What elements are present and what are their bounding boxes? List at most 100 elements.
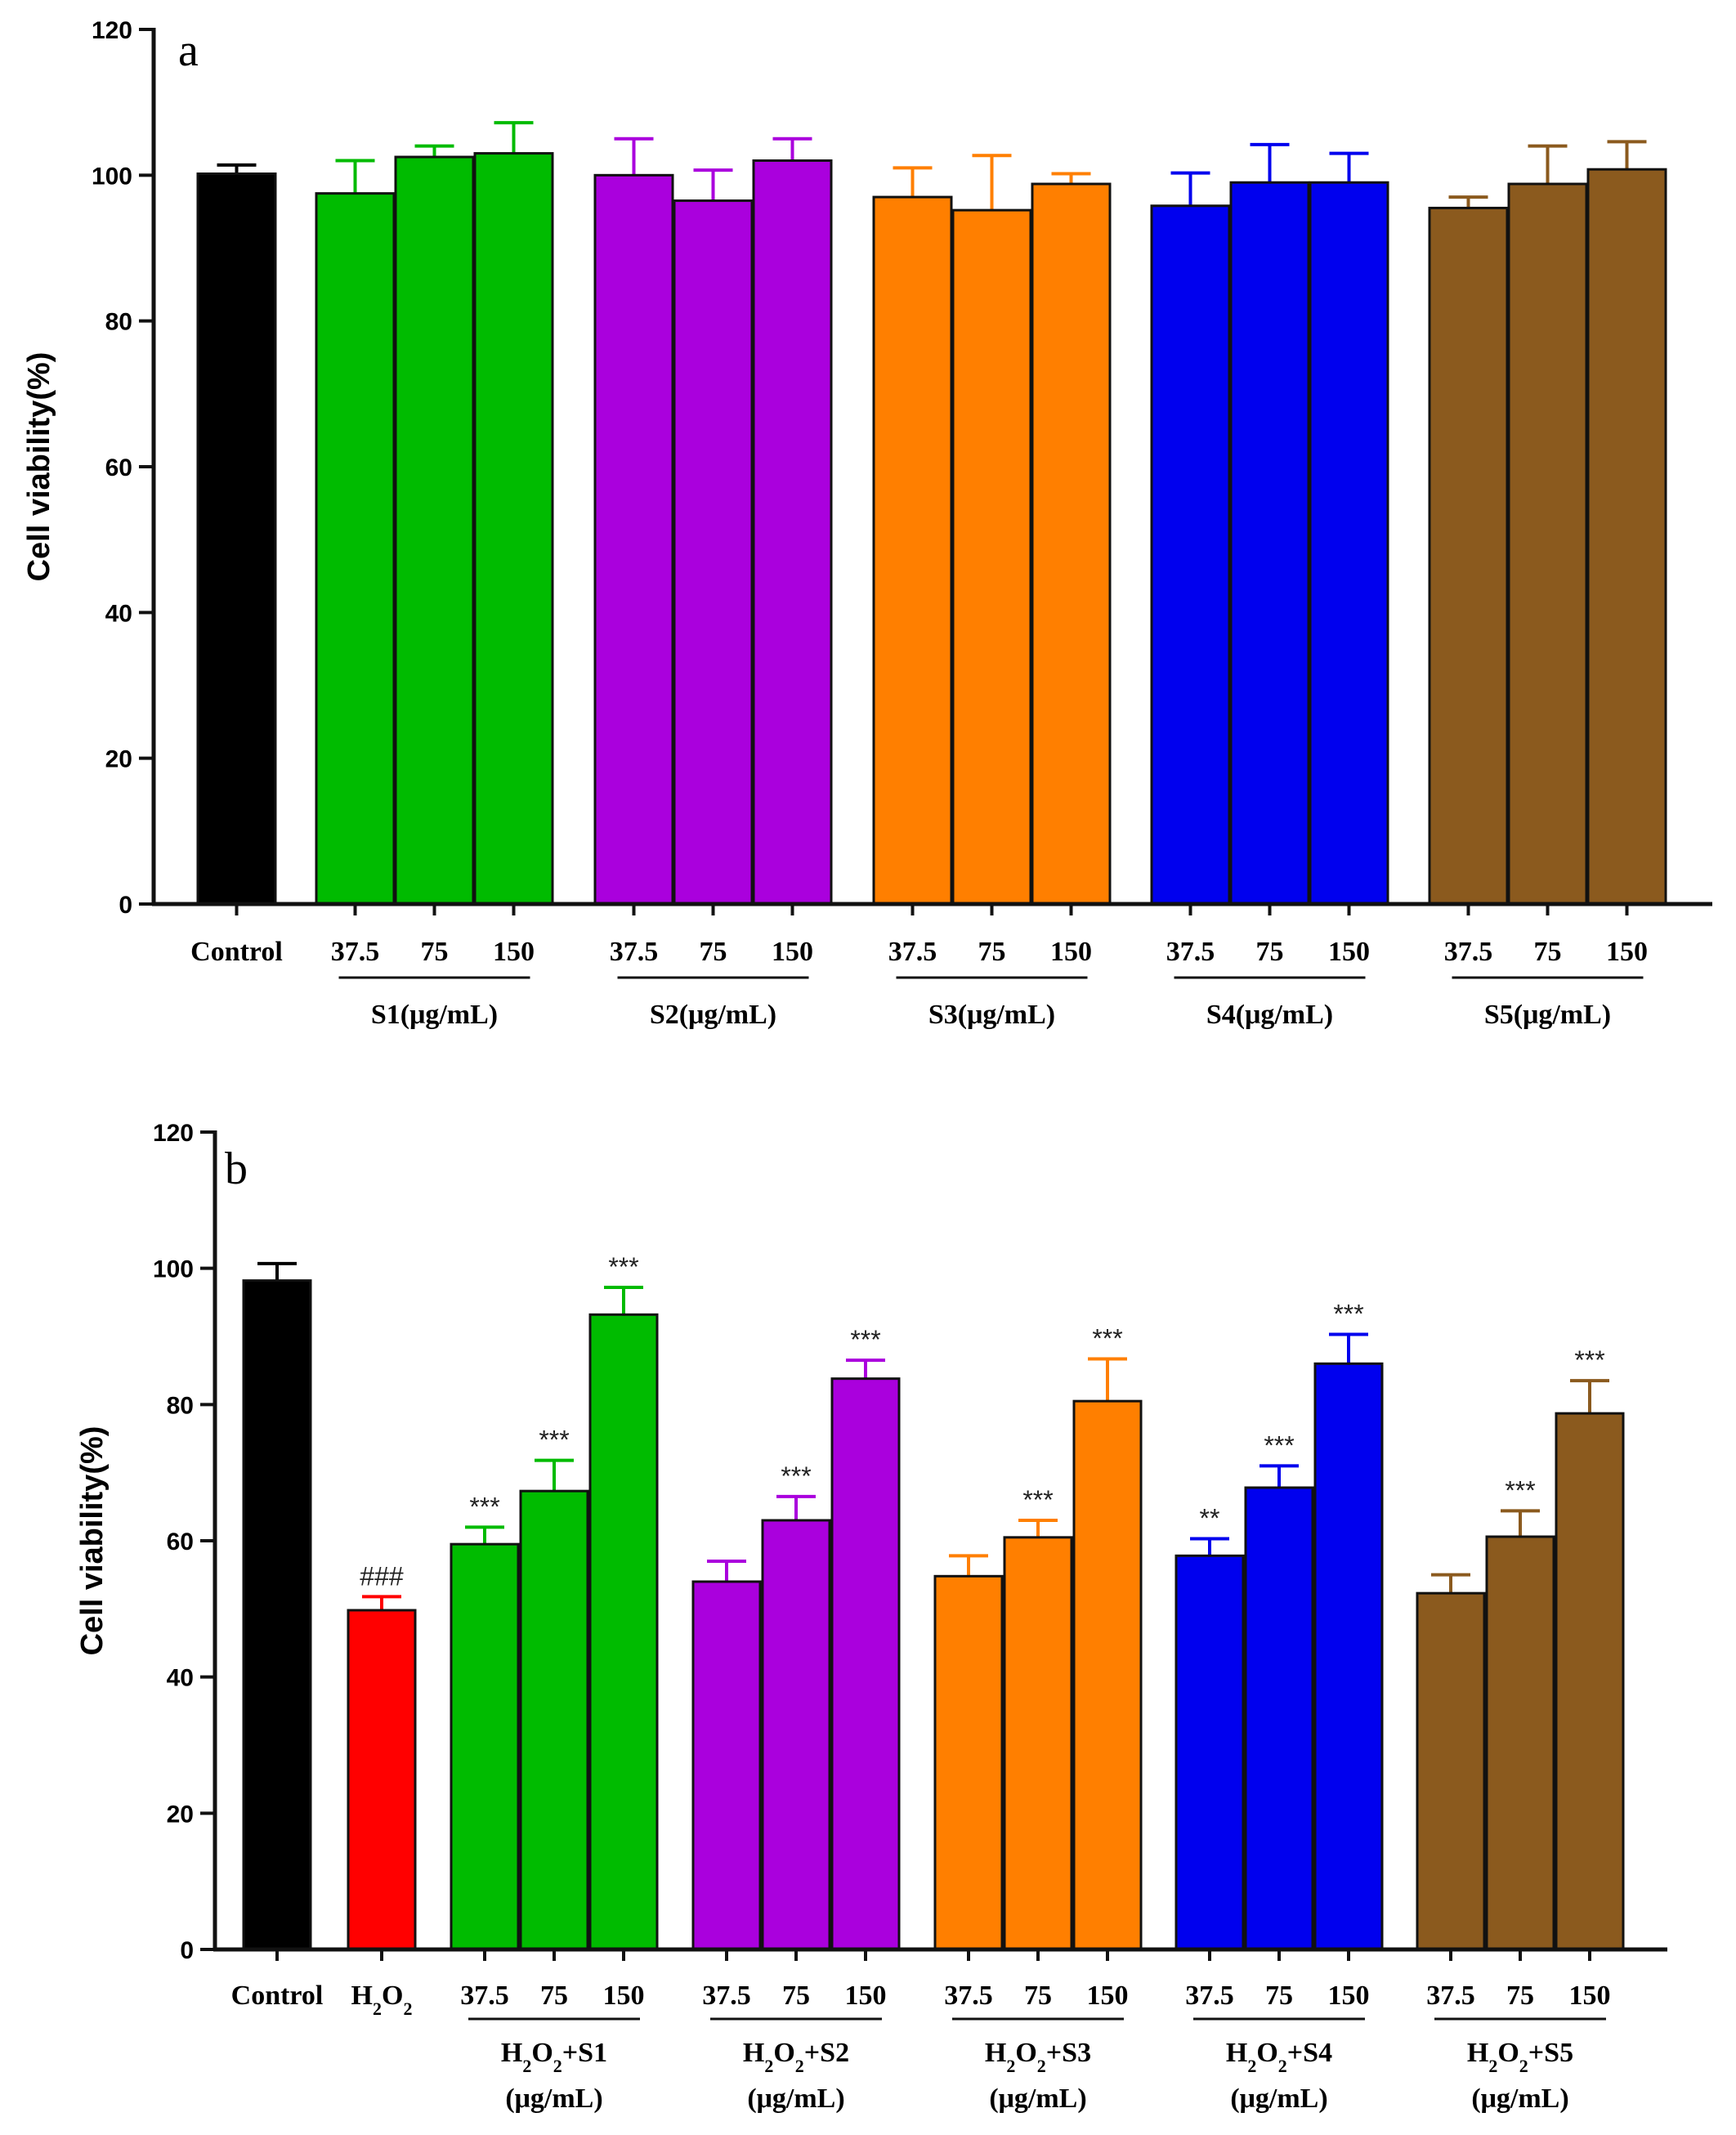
y-tick-label: 60 [105, 454, 132, 481]
x-tick-label: 150 [772, 937, 813, 967]
bar-s4-150 [1309, 181, 1389, 906]
x-tick-label: 150 [1328, 937, 1370, 967]
y-axis-label: Cell viability(%) [75, 1426, 110, 1656]
x-tick-label: Control [231, 1981, 324, 2011]
significance-label: *** [850, 1325, 880, 1354]
x-tick-label: 150 [1328, 1981, 1370, 2011]
y-tick-label: 20 [167, 1801, 194, 1828]
bar-s2-75 [673, 199, 754, 906]
bar-s5-75 [1507, 182, 1588, 906]
x-tick-label: 75 [1506, 1981, 1534, 2011]
group-label: S1(μg/mL) [371, 1000, 498, 1030]
x-tick-label: 75 [540, 1981, 568, 2011]
bar-s2-375 [593, 173, 674, 906]
significance-label: *** [539, 1426, 569, 1455]
significance-label: *** [1333, 1300, 1363, 1329]
panel-label: b [225, 1144, 248, 1194]
panel-b-chart: 0 20 40 60 80 100 120 Cell viability(%) b Control… [75, 1120, 1667, 2114]
bar-s2-75 [761, 1519, 831, 1951]
x-tick-label: 150 [1087, 1981, 1129, 2011]
x-tick-label: 37.5 [1426, 1981, 1475, 2011]
group-unit-label: (μg/mL) [989, 2084, 1086, 2114]
y-tick-label: 120 [92, 17, 132, 44]
x-tick-label: 150 [1050, 937, 1092, 967]
group-label: S2(μg/mL) [650, 1000, 776, 1030]
x-tick-label: 75 [1265, 1981, 1293, 2011]
group-label: H2O2+S1 [501, 2038, 607, 2076]
x-tick-label: 37.5 [1185, 1981, 1234, 2011]
significance-label: *** [1264, 1430, 1294, 1460]
x-tick-label: 75 [421, 937, 449, 967]
bar-s3-150 [1072, 1399, 1143, 1951]
bar-s3-375 [933, 1574, 1004, 1951]
x-tick-label: 150 [1606, 937, 1648, 967]
bar-s2-375 [691, 1580, 762, 1951]
x-tick-label: 37.5 [1166, 937, 1215, 967]
y-tick-label: 40 [167, 1665, 194, 1692]
x-tick-label: 37.5 [1444, 937, 1493, 967]
x-tick-label: 150 [493, 937, 535, 967]
significance-label: *** [781, 1461, 811, 1491]
significance-label: *** [1022, 1485, 1053, 1515]
significance-label: ** [1200, 1504, 1220, 1533]
bar-s3-75 [1003, 1536, 1073, 1951]
y-tick-label: 100 [153, 1256, 194, 1283]
bar-s4-150 [1313, 1362, 1384, 1951]
bar-s1-150 [473, 152, 554, 906]
bar-s1-150 [588, 1313, 659, 1951]
significance-label: *** [1092, 1324, 1122, 1354]
x-tick-label: 37.5 [610, 937, 659, 967]
bar-s4-375 [1150, 204, 1231, 906]
y-tick-label: 80 [105, 309, 132, 336]
group-unit-label: (μg/mL) [747, 2084, 844, 2114]
bar-s5-75 [1485, 1535, 1555, 1951]
y-tick-label: 0 [119, 892, 132, 919]
x-tick-label: 150 [1569, 1981, 1611, 2011]
y-tick-label: 20 [105, 746, 132, 773]
panel-a-chart: 0 20 40 60 80 100 120 Cell viability(%) a Control… [22, 17, 1712, 1030]
group-label: S5(μg/mL) [1484, 1000, 1611, 1030]
significance-label: *** [1505, 1475, 1535, 1505]
x-tick-label: 75 [1024, 1981, 1052, 2011]
significance-label: ### [360, 1561, 404, 1591]
y-tick-label: 0 [180, 1937, 194, 1964]
group-label: S3(μg/mL) [928, 1000, 1055, 1030]
significance-label: *** [608, 1252, 638, 1282]
y-axis-label: Cell viability(%) [22, 352, 56, 582]
y-tick-label: 40 [105, 600, 132, 627]
bar-s4-75 [1229, 181, 1310, 906]
bar-control-Control [196, 172, 277, 906]
bar-s1-75 [394, 155, 475, 906]
x-tick-label: 75 [1256, 937, 1284, 967]
x-tick-label: 75 [978, 937, 1006, 967]
bar-s2-150 [752, 159, 833, 906]
y-tick-label: 60 [167, 1529, 194, 1555]
bar-control-Control [242, 1279, 312, 1951]
y-tick-label: 100 [92, 163, 132, 190]
group-label: H2O2+S4 [1226, 2038, 1332, 2076]
x-tick-label: Control [190, 937, 283, 967]
x-tick-label: 75 [1534, 937, 1562, 967]
group-unit-label: (μg/mL) [1230, 2084, 1327, 2114]
bar-s5-375 [1428, 206, 1509, 906]
significance-label: *** [469, 1492, 499, 1521]
group-label: H2O2+S3 [985, 2038, 1091, 2076]
bar-s2-150 [830, 1377, 901, 1951]
bar-s3-375 [872, 195, 953, 906]
x-tick-label: 150 [845, 1981, 887, 2011]
bar-s1-375 [315, 192, 396, 906]
bar-s5-375 [1416, 1591, 1486, 1951]
group-label: S4(μg/mL) [1206, 1000, 1333, 1030]
bar-h2o2-HO [347, 1609, 417, 1951]
group-label: H2O2+S2 [743, 2038, 849, 2076]
bar-s1-375 [450, 1542, 520, 1951]
bar-s5-150 [1586, 168, 1667, 906]
y-tick-label: 80 [167, 1392, 194, 1419]
group-unit-label: (μg/mL) [505, 2084, 602, 2114]
x-tick-label: H2O2 [351, 1981, 413, 2019]
panel-label: a [178, 25, 199, 76]
bar-s3-75 [951, 208, 1032, 906]
bar-s3-150 [1031, 182, 1112, 906]
significance-label: *** [1574, 1345, 1604, 1375]
